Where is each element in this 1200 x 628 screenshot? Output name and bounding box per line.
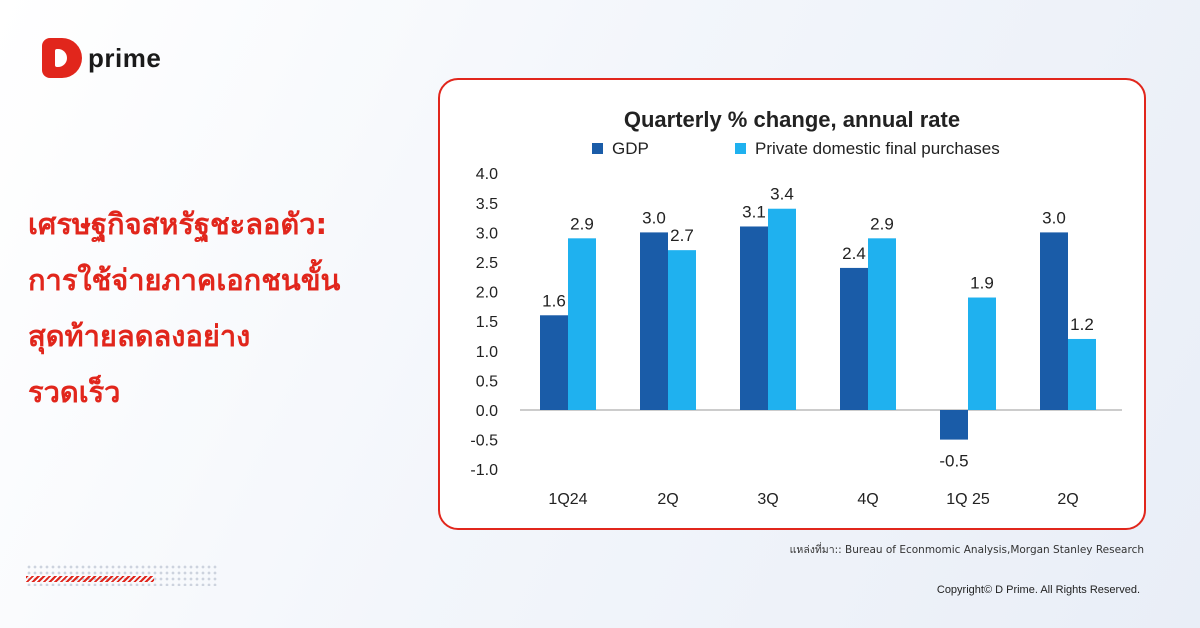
private-purchases-data-label: 2.9	[870, 214, 894, 233]
headline: เศรษฐกิจสหรัฐชะลอตัว: การใช้จ่ายภาคเอกชน…	[28, 196, 418, 420]
private-purchases-data-label: 2.9	[570, 214, 594, 233]
gdp-bar	[740, 226, 768, 410]
y-tick-label: 2.0	[476, 285, 498, 302]
gdp-bar	[1040, 232, 1068, 410]
decorative-dot-pattern	[26, 564, 218, 586]
private-purchases-data-label: 3.4	[770, 185, 794, 204]
legend-label-2: Private domestic final purchases	[755, 139, 1000, 158]
y-tick-label: 0.5	[476, 373, 498, 390]
y-tick-label: 2.5	[476, 255, 498, 272]
y-tick-label: 1.5	[476, 314, 498, 331]
gdp-data-label: -0.5	[939, 452, 968, 471]
headline-line-3: สุดท้ายลดลงอย่าง	[28, 319, 251, 353]
private-purchases-data-label: 2.7	[670, 226, 694, 245]
gdp-bar	[940, 410, 968, 440]
y-tick-label: 0.0	[476, 403, 498, 420]
gdp-data-label: 2.4	[842, 244, 866, 263]
gdp-data-label: 3.0	[1042, 208, 1066, 227]
headline-line-1: เศรษฐกิจสหรัฐชะลอตัว:	[28, 207, 328, 241]
copyright: Copyright© D Prime. All Rights Reserved.	[936, 584, 1140, 596]
private-purchases-bar	[868, 238, 896, 410]
private-purchases-bar	[1068, 338, 1096, 410]
private-purchases-bar	[768, 208, 796, 410]
private-purchases-bar	[568, 238, 596, 410]
headline-line-4: รวดเร็ว	[28, 375, 121, 409]
y-tick-label: -1.0	[470, 462, 498, 479]
legend-label-1: GDP	[612, 139, 649, 158]
gdp-bar	[840, 267, 868, 410]
gdp-data-label: 3.1	[742, 202, 766, 221]
y-tick-label: 3.5	[476, 196, 498, 213]
legend-swatch-2	[735, 143, 746, 154]
private-purchases-bar	[668, 250, 696, 410]
gdp-bar	[540, 315, 568, 410]
brand-logo: prime	[42, 38, 161, 78]
y-tick-label: -0.5	[470, 433, 498, 450]
gdp-data-label: 1.6	[542, 291, 566, 310]
x-tick-label: 3Q	[757, 491, 778, 508]
x-tick-label: 4Q	[857, 491, 878, 508]
headline-line-2: การใช้จ่ายภาคเอกชนขั้น	[28, 263, 341, 297]
logo-mark-icon	[42, 38, 82, 78]
gdp-data-label: 3.0	[642, 208, 666, 227]
private-purchases-data-label: 1.9	[970, 274, 994, 293]
chart-svg: Quarterly % change, annual rate GDP Privat…	[470, 107, 1122, 508]
y-tick-label: 4.0	[476, 166, 498, 183]
legend-swatch-1	[592, 143, 603, 154]
gdp-bar	[640, 232, 668, 410]
x-tick-label: 1Q 25	[946, 491, 990, 508]
chart-card: Quarterly % change, annual rate GDP Privat…	[438, 78, 1146, 530]
chart-title: Quarterly % change, annual rate	[624, 107, 960, 132]
x-tick-label: 1Q24	[548, 491, 587, 508]
y-tick-label: 3.0	[476, 225, 498, 242]
logo-text: prime	[88, 42, 162, 73]
x-tick-label: 2Q	[1057, 491, 1078, 508]
private-purchases-data-label: 1.2	[1070, 315, 1094, 334]
decorative-red-stripes	[26, 576, 154, 582]
y-tick-label: 1.0	[476, 344, 498, 361]
source-note: แหล่งที่มา:: Bureau of Econmomic Analysi…	[789, 544, 1144, 556]
x-tick-label: 2Q	[657, 491, 678, 508]
private-purchases-bar	[968, 297, 996, 410]
